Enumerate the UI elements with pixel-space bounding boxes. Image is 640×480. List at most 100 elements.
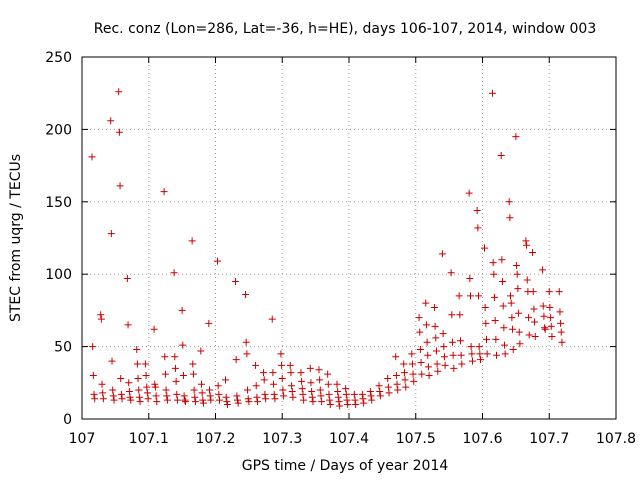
- data-point-marker: [350, 390, 358, 398]
- data-point-marker: [118, 395, 126, 403]
- data-point-marker: [133, 360, 141, 368]
- data-point-marker: [252, 382, 260, 390]
- data-point-marker: [424, 351, 432, 359]
- y-tick-label: 250: [45, 50, 72, 66]
- data-point-marker: [491, 293, 499, 301]
- data-point-marker: [279, 386, 287, 394]
- data-point-marker: [509, 345, 517, 353]
- data-point-marker: [523, 276, 531, 284]
- data-point-marker: [88, 153, 96, 161]
- data-point-marker: [222, 393, 230, 401]
- data-point-marker: [126, 393, 134, 401]
- data-point-marker: [498, 256, 506, 264]
- data-point-marker: [232, 277, 240, 285]
- data-point-marker: [233, 392, 241, 400]
- data-point-marker: [410, 377, 418, 385]
- data-point-marker: [458, 360, 466, 368]
- data-point-marker: [280, 392, 288, 400]
- data-point-marker: [434, 367, 442, 375]
- data-point-marker: [547, 314, 555, 322]
- data-point-marker: [476, 356, 484, 364]
- x-tick-label: 107: [69, 431, 96, 447]
- data-point-marker: [260, 376, 268, 384]
- data-point-marker: [506, 214, 514, 222]
- data-point-marker: [440, 343, 448, 351]
- data-point-marker: [394, 386, 402, 394]
- data-point-marker: [401, 376, 409, 384]
- data-point-marker: [376, 387, 384, 395]
- data-point-marker: [181, 398, 189, 406]
- data-point-marker: [299, 390, 307, 398]
- data-point-marker: [455, 292, 463, 300]
- data-point-marker: [99, 389, 107, 397]
- data-point-marker: [316, 376, 324, 384]
- x-tick-label: 107.1: [129, 431, 169, 447]
- data-point-marker: [270, 390, 278, 398]
- data-point-marker: [393, 380, 401, 388]
- data-point-marker: [514, 285, 522, 293]
- data-point-marker: [170, 269, 178, 277]
- data-point-marker: [525, 314, 533, 322]
- data-point-marker: [324, 370, 332, 378]
- data-point-marker: [491, 317, 499, 325]
- data-point-marker: [326, 396, 334, 404]
- data-point-marker: [441, 361, 449, 369]
- data-point-marker: [316, 386, 324, 394]
- data-point-marker: [522, 237, 530, 245]
- data-point-marker: [306, 364, 314, 372]
- data-point-marker: [507, 299, 515, 307]
- data-point-marker: [430, 304, 438, 312]
- data-point-marker: [505, 198, 513, 206]
- data-point-marker: [352, 401, 360, 409]
- data-point-marker: [190, 386, 198, 394]
- data-point-marker: [500, 324, 508, 332]
- data-point-marker: [244, 395, 252, 403]
- data-point-marker: [242, 290, 250, 298]
- data-point-marker: [541, 325, 549, 333]
- y-tick-label: 0: [63, 412, 72, 428]
- data-point-marker: [342, 385, 350, 393]
- data-point-marker: [422, 321, 430, 329]
- data-point-marker: [438, 250, 446, 258]
- data-point-marker: [197, 380, 205, 388]
- data-point-marker: [440, 353, 448, 361]
- data-point-marker: [385, 389, 393, 397]
- data-point-marker: [173, 396, 181, 404]
- data-point-marker: [271, 395, 279, 403]
- data-point-marker: [307, 379, 315, 387]
- data-point-marker: [109, 392, 117, 400]
- data-point-marker: [253, 393, 261, 401]
- data-point-marker: [223, 398, 231, 406]
- data-point-marker: [308, 393, 316, 401]
- data-point-marker: [141, 360, 149, 368]
- data-point-marker: [448, 311, 456, 319]
- data-points: [88, 88, 566, 410]
- data-point-marker: [178, 306, 186, 314]
- x-tick-label: 107.3: [262, 431, 302, 447]
- data-point-marker: [117, 390, 125, 398]
- data-point-marker: [516, 340, 524, 348]
- data-point-marker: [97, 311, 105, 319]
- data-point-marker: [468, 350, 476, 358]
- data-point-marker: [431, 322, 439, 330]
- data-point-marker: [392, 372, 400, 380]
- data-point-marker: [499, 277, 507, 285]
- data-point-marker: [513, 270, 521, 278]
- data-point-marker: [343, 396, 351, 404]
- data-point-marker: [298, 385, 306, 393]
- data-point-marker: [548, 332, 556, 340]
- data-point-marker: [432, 347, 440, 355]
- data-point-marker: [384, 383, 392, 391]
- data-point-marker: [449, 351, 457, 359]
- data-point-marker: [497, 151, 505, 159]
- data-point-marker: [232, 356, 240, 364]
- data-point-marker: [493, 351, 501, 359]
- data-point-marker: [260, 369, 268, 377]
- data-point-marker: [368, 396, 376, 404]
- data-point-marker: [473, 206, 481, 214]
- data-point-marker: [342, 390, 350, 398]
- data-point-marker: [402, 383, 410, 391]
- data-point-marker: [457, 351, 465, 359]
- data-point-marker: [134, 374, 142, 382]
- data-point-marker: [415, 314, 423, 322]
